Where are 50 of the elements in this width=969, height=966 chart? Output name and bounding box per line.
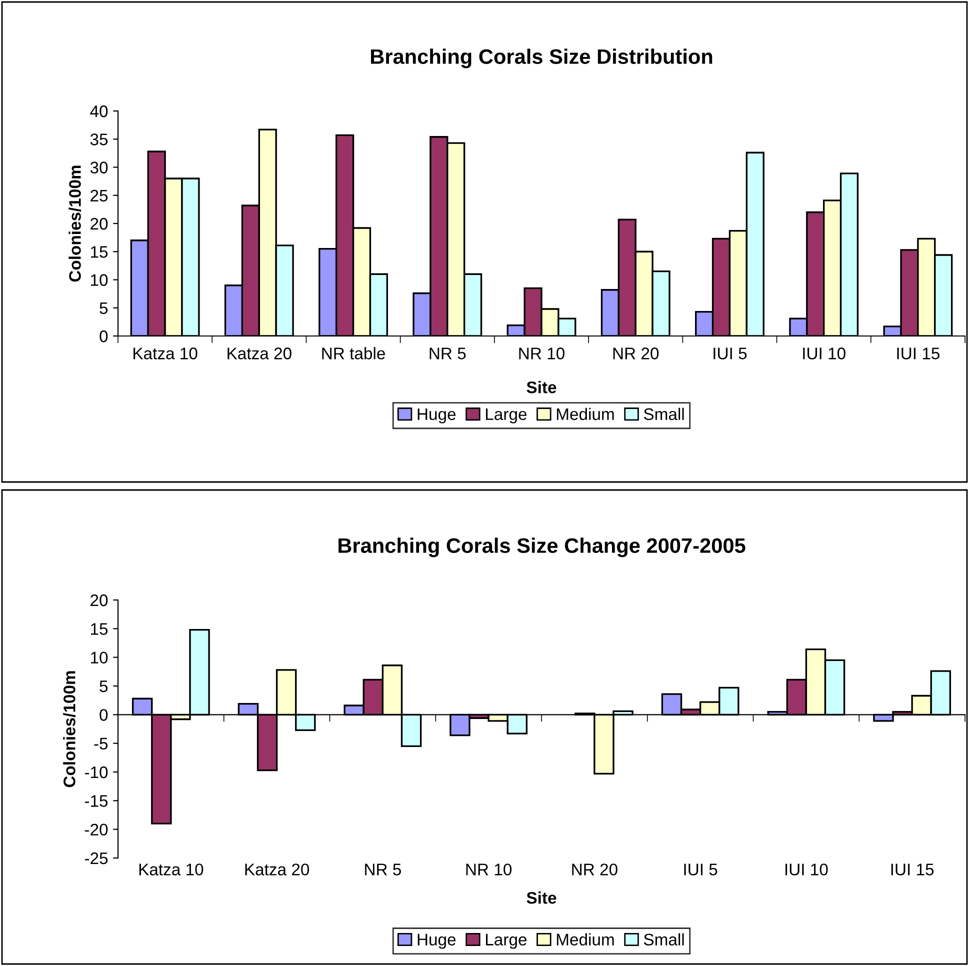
- y-tick-label: 5: [100, 302, 108, 314]
- y-tick-label: 10: [91, 274, 108, 286]
- x-tick-label: IUI 15: [897, 348, 940, 360]
- legend-label: Small: [644, 933, 684, 946]
- y-tick-label: -10: [84, 766, 108, 778]
- y-tick-label: -20: [84, 824, 108, 836]
- y-tick-label: 15: [91, 623, 108, 635]
- legend-label: Medium: [556, 408, 614, 420]
- y-tick-label: 5: [100, 680, 108, 692]
- chart-title: Branching Corals Size Change 2007-2005: [338, 538, 746, 558]
- x-tick-label: Katza 20: [245, 864, 310, 876]
- legend-label: Large: [486, 934, 527, 949]
- x-tick-label: IUI 10: [803, 348, 846, 360]
- y-tick-label: 20: [90, 594, 108, 606]
- legend-label: Medium: [556, 933, 614, 946]
- y-tick-label: 0: [100, 330, 108, 342]
- x-tick-label: NR 5: [365, 864, 401, 876]
- y-tick-label: -5: [94, 738, 108, 750]
- y-axis-title: Colonies/100m: [68, 166, 82, 282]
- x-tick-label: NR table: [322, 347, 385, 360]
- y-axis-title: Colonies/100m: [63, 671, 76, 788]
- y-tick-label: 20: [90, 218, 108, 230]
- x-tick-label: Katza 20: [228, 348, 292, 360]
- x-tick-label: IUI 5: [684, 864, 718, 876]
- y-tick-label: 30: [90, 162, 108, 174]
- y-tick-label: 15: [91, 246, 108, 258]
- x-tick-label: IUI 5: [714, 348, 747, 360]
- chart-title: Branching Corals Size Distribution: [371, 48, 712, 68]
- x-tick-label: NR 10: [466, 864, 512, 876]
- legend-label: Large: [486, 408, 527, 424]
- x-tick-label: Katza 10: [139, 864, 204, 876]
- x-tick-label: NR 20: [572, 864, 618, 876]
- x-tick-label: NR 5: [430, 348, 466, 360]
- x-axis-title: Site: [526, 892, 556, 904]
- legend-label: Huge: [418, 934, 456, 949]
- y-tick-label: 0: [100, 709, 108, 721]
- x-axis-title: Site: [526, 381, 556, 394]
- x-tick-label: NR 10: [519, 348, 564, 360]
- legend-label: Small: [644, 408, 684, 420]
- y-tick-label: -15: [84, 795, 108, 807]
- y-tick-label: 10: [91, 652, 108, 664]
- y-tick-label: 35: [90, 134, 108, 146]
- x-tick-label: IUI 10: [785, 864, 828, 876]
- y-tick-label: 25: [90, 190, 108, 202]
- x-tick-label: NR 20: [613, 348, 659, 360]
- x-tick-label: IUI 15: [891, 864, 934, 876]
- y-tick-label: -25: [84, 852, 108, 864]
- legend-label: Huge: [418, 408, 456, 424]
- x-tick-label: Katza 10: [134, 348, 198, 360]
- y-tick-label: 40: [90, 105, 108, 118]
